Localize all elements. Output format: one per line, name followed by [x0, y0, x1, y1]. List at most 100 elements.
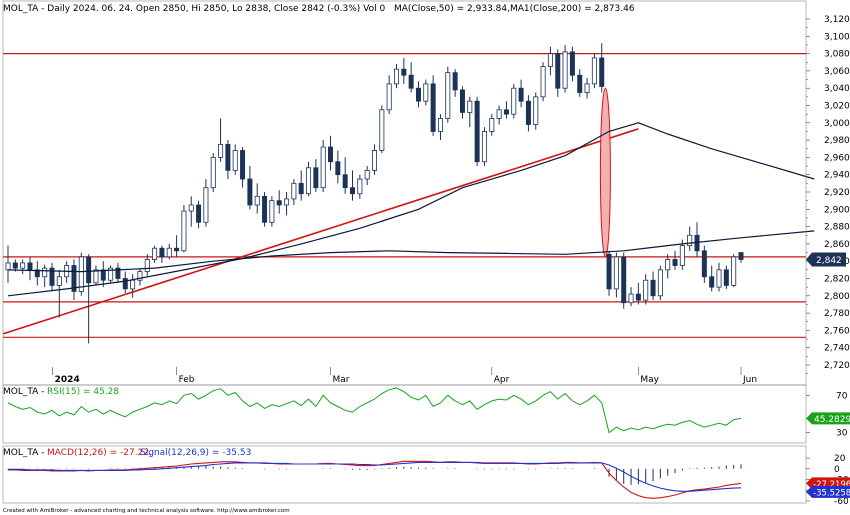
chart-header-ma200: MA1(Close,200) = 2,873.46	[510, 4, 635, 14]
candle-body	[511, 87, 517, 115]
candle-body	[34, 269, 40, 278]
candle-body	[584, 83, 590, 93]
candle-body	[78, 256, 84, 292]
candle-body	[93, 269, 99, 284]
candle-body	[342, 174, 348, 189]
date-tick-label: May	[640, 375, 659, 385]
date-tick-label: Apr	[494, 375, 510, 385]
candle-body	[379, 109, 385, 151]
candle-body	[5, 262, 11, 271]
signal-badge-text: -35.5258	[813, 488, 850, 498]
price-tick-label: 2,740	[824, 344, 850, 354]
date-tick-label: Mar	[333, 375, 350, 385]
candle-body	[599, 57, 605, 87]
price-tick-label: 3,040	[824, 84, 850, 94]
candle-body	[643, 279, 649, 301]
macd-tick-label: 0	[834, 465, 840, 475]
signal-line	[8, 461, 742, 492]
candle-body	[181, 210, 187, 252]
candle-body	[489, 118, 495, 132]
candle-body	[723, 269, 729, 286]
candle-body	[393, 68, 399, 85]
candle-body	[386, 83, 392, 111]
trendline	[2, 128, 639, 335]
candle-body	[635, 293, 641, 301]
candle-body	[225, 144, 231, 171]
candle-body	[518, 87, 524, 102]
candle-body	[108, 267, 114, 281]
candle-body	[298, 182, 304, 195]
candle-body	[357, 178, 363, 195]
candle-body	[42, 267, 48, 278]
candle-body	[701, 250, 707, 278]
candle-body	[27, 262, 33, 271]
candle-body	[203, 187, 209, 223]
candle-body	[218, 144, 224, 158]
macd-label: MACD(12,26) = -27.22,	[47, 448, 152, 458]
rsi-badge-text: 45.2829	[814, 415, 850, 425]
candle-body	[437, 118, 443, 132]
candle-body	[188, 204, 194, 212]
candle-body	[247, 178, 253, 206]
candle-body	[628, 293, 634, 304]
rsi-panel-frame	[2, 384, 807, 444]
candle-body	[621, 256, 627, 304]
macd-tick-label: 20	[834, 454, 846, 464]
candle-body	[687, 234, 693, 247]
candle-body	[401, 68, 407, 76]
rsi-label: RSI(15) = 45.28	[47, 387, 119, 397]
price-panel-frame	[2, 0, 807, 386]
date-tick-label: 2024	[55, 375, 80, 385]
candle-body	[665, 259, 671, 271]
price-tick-label: 2,880	[824, 223, 850, 233]
candle-body	[262, 195, 268, 223]
rsi-badge	[806, 412, 850, 425]
macd-badge-text: -27.2196	[813, 480, 850, 490]
candle-body	[423, 83, 429, 102]
candle-body	[503, 109, 509, 115]
price-tick-label: 2,960	[824, 153, 850, 163]
candle-body	[496, 109, 502, 119]
candle-body	[408, 74, 414, 89]
candle-body	[657, 269, 663, 297]
chart-header-ma50: MA(Close,50) = 2,933.84,	[394, 4, 510, 14]
price-tick-label: 2,800	[824, 292, 850, 302]
candle-body	[328, 146, 334, 163]
candle-body	[562, 51, 568, 89]
candle-body	[452, 72, 458, 91]
candle-body	[100, 269, 106, 281]
candle-body	[130, 279, 136, 290]
price-tick-label: 2,760	[824, 326, 850, 336]
candle-body	[533, 96, 539, 125]
ma200-line	[7, 230, 815, 273]
candle-body	[716, 269, 722, 288]
rsi-panel	[7, 387, 742, 434]
candle-body	[144, 259, 150, 272]
candle-body	[254, 195, 260, 206]
candle-body	[540, 66, 546, 98]
price-tick-label: 2,940	[824, 171, 850, 181]
candle-body	[606, 253, 612, 290]
candle-body	[56, 276, 62, 286]
candle-body	[613, 256, 619, 290]
candle-body	[350, 187, 356, 195]
candle-body	[591, 57, 597, 85]
candle-body	[232, 150, 238, 171]
candle-body	[445, 72, 451, 119]
rsi-tick-label: 70	[836, 391, 848, 401]
price-tick-label: 2,780	[824, 309, 850, 319]
moving-averages	[7, 122, 815, 297]
price-tick-label: 3,060	[824, 67, 850, 77]
candle-body	[196, 204, 202, 223]
macd-label-prefix: MOL_TA -	[3, 448, 44, 458]
candle-body	[115, 267, 121, 279]
candle-body	[306, 167, 312, 195]
candle-body	[313, 167, 319, 189]
candle-body	[20, 262, 26, 269]
candle-body	[555, 53, 561, 89]
candle-body	[269, 200, 275, 223]
candle-body	[525, 100, 531, 125]
macd-tick-label: -60	[834, 497, 849, 507]
